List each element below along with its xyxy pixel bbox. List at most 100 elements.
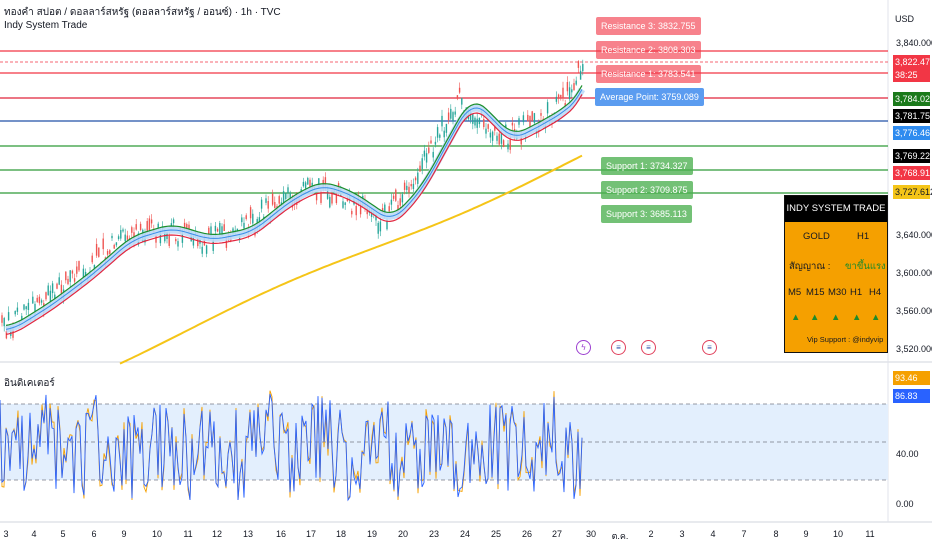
flag-icon[interactable]: ≡ <box>702 340 717 355</box>
candle-body <box>445 123 448 133</box>
up-arrow-icon: ▲ <box>871 312 881 323</box>
candle-body <box>122 229 124 232</box>
candle-body <box>280 202 283 205</box>
candle-body <box>40 300 43 303</box>
x-tick-label: 17 <box>305 529 317 539</box>
up-arrow-icon: ▲ <box>852 312 862 323</box>
candle-body <box>232 228 234 234</box>
y-tick-3840: 3,840.000 <box>896 38 932 48</box>
candle-body <box>214 225 217 232</box>
candle-body <box>377 222 379 234</box>
candle-body <box>410 184 412 187</box>
candle-body <box>344 202 346 205</box>
candle-body <box>408 186 410 193</box>
ma-yellow-line <box>119 154 583 365</box>
candle-body <box>7 312 10 321</box>
candle-body <box>148 218 151 230</box>
x-tick-label: 4 <box>710 529 716 539</box>
candle-body <box>120 230 122 239</box>
price-label-red: 3,768.916 <box>893 166 932 180</box>
candle-body <box>243 222 245 229</box>
panel-tf-h4: H4 <box>869 287 882 298</box>
candle-body <box>456 95 459 99</box>
x-tick-label: 30 <box>585 529 597 539</box>
x-tick-label: 25 <box>490 529 502 539</box>
candle-body <box>527 114 529 122</box>
panel-footer: Vip Support : @indyvip <box>807 335 884 344</box>
candle-body <box>443 130 445 138</box>
price-label-countdown: 38:25 <box>893 68 930 82</box>
candle-body <box>342 201 344 208</box>
bolt-icon[interactable]: ϟ <box>576 340 591 355</box>
candle-body <box>157 223 159 228</box>
candle-body <box>388 206 390 212</box>
candle-body <box>320 193 322 203</box>
panel-title: INDY SYSTEM TRADE PRO <box>785 196 887 240</box>
candle-body <box>201 246 203 254</box>
candle-body <box>150 219 153 224</box>
candle-body <box>192 236 195 246</box>
candle-body <box>91 255 93 263</box>
candle-body <box>329 196 331 208</box>
chart-title: ทองคำ สปอต / ดอลลาร์สหรัฐ (ดอลลาร์สหรัฐ … <box>4 7 281 18</box>
candle-body <box>489 132 492 138</box>
rsi-tick-40: 40.00 <box>896 449 919 459</box>
flag-icon[interactable]: ≡ <box>611 340 626 355</box>
y-tick-3600: 3,600.000 <box>896 268 932 278</box>
candle-body <box>56 283 58 289</box>
candle-body <box>496 135 498 141</box>
panel-timeframe: H1 <box>857 231 870 242</box>
candle-body <box>67 278 69 285</box>
support-3-label: Support 3: 3685.113 <box>601 205 692 223</box>
candle-body <box>274 202 276 209</box>
candle-body <box>324 177 327 186</box>
candle-body <box>60 284 63 297</box>
candle-body <box>560 94 562 98</box>
candle-body <box>216 228 219 232</box>
candle-body <box>579 70 582 80</box>
price-label-green: 3,784.022 <box>893 92 932 106</box>
candle-body <box>111 235 113 239</box>
up-arrow-icon: ▲ <box>831 312 841 323</box>
currency-label[interactable]: USD <box>895 14 915 24</box>
resistance-2-label: Resistance 2: 3808.303 <box>596 41 701 59</box>
y-tick-3520: 3,520.000 <box>896 344 932 354</box>
candle-body <box>487 124 489 129</box>
x-tick-label: 7 <box>741 529 747 539</box>
candle-body <box>109 250 111 254</box>
candle-body <box>36 297 38 302</box>
price-label-blue: 3,776.469 <box>893 126 932 140</box>
x-tick-label: 24 <box>459 529 471 539</box>
candle-body <box>476 118 478 128</box>
rsi-indicator-label[interactable]: อินดิเคเตอร์ <box>4 376 55 391</box>
support-1-label: Support 1: 3734.327 <box>601 157 693 175</box>
candle-body <box>65 271 67 281</box>
x-tick-label: 9 <box>803 529 809 539</box>
candle-body <box>577 61 580 68</box>
flag-icon[interactable]: ≡ <box>641 340 656 355</box>
candle-body <box>260 199 263 209</box>
candle-body <box>205 245 208 254</box>
candle-body <box>564 103 566 108</box>
panel-body: GOLD H1 สัญญาณ : ขาขึ้นแรง M5 M15 M30 H1… <box>785 222 887 352</box>
indicator-title[interactable]: Indy System Trade <box>4 20 88 31</box>
candle-body <box>474 117 476 126</box>
candle-body <box>406 185 408 190</box>
candle-body <box>54 294 56 301</box>
resistance-1-label: Resistance 1: 3783.541 <box>596 65 701 83</box>
candle-body <box>27 302 30 310</box>
candle-body <box>183 222 186 230</box>
candle-body <box>124 234 126 242</box>
candle-body <box>131 227 133 233</box>
candle-body <box>69 270 71 282</box>
y-tick-3560: 3,560.000 <box>896 306 932 316</box>
candle-body <box>562 87 564 99</box>
candle-body <box>175 239 177 242</box>
candle-body <box>82 268 85 278</box>
candle-body <box>566 82 569 92</box>
candle-body <box>159 231 162 244</box>
candle-body <box>32 296 34 304</box>
candle-body <box>21 315 23 320</box>
candle-body <box>557 94 560 99</box>
